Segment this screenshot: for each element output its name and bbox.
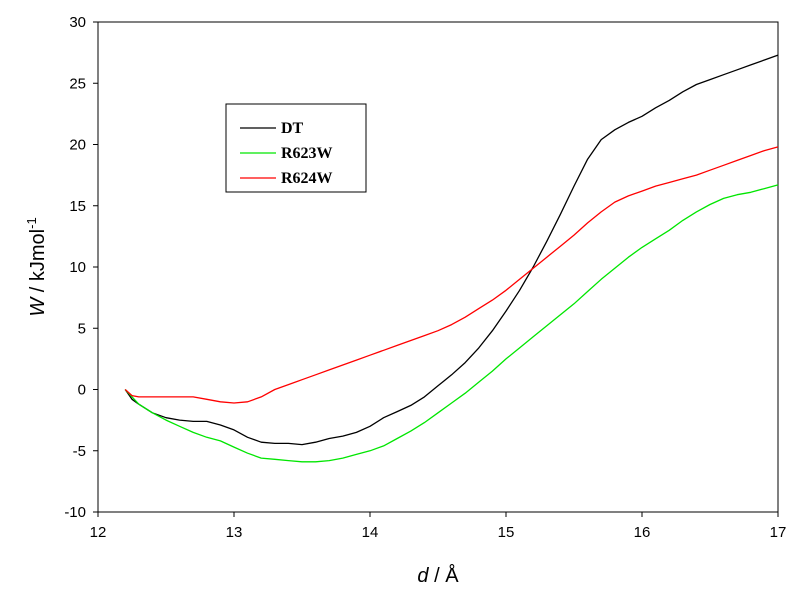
y-tick-label: 15 — [69, 198, 86, 215]
y-tick-label: -10 — [64, 504, 86, 521]
legend: DT R623W R624W — [226, 104, 366, 192]
y-tick-label: 5 — [78, 320, 86, 337]
y-tick-label: -5 — [73, 443, 86, 460]
x-axis-title: d / Å — [417, 564, 459, 587]
axis-ticks: 12 13 14 15 16 17 -10 -5 0 5 10 15 20 25 30 — [64, 14, 786, 541]
y-tick-label: 20 — [69, 137, 86, 154]
y-axis-unit: / kJmol — [27, 229, 49, 298]
y-tick-label: 25 — [69, 75, 86, 92]
x-tick-label: 16 — [634, 524, 651, 541]
legend-label-dt: DT — [281, 120, 304, 137]
x-tick-label: 15 — [498, 524, 515, 541]
y-tick-label: 10 — [69, 259, 86, 276]
x-tick-label: 13 — [226, 524, 243, 541]
y-axis-title: W / kJmol-1 — [24, 217, 49, 316]
y-axis-var: W — [27, 296, 49, 317]
series-lines — [125, 55, 778, 462]
x-tick-label: 12 — [90, 524, 107, 541]
legend-label-r623w: R623W — [281, 145, 333, 162]
series-line-r624w — [125, 147, 778, 403]
x-axis-unit: / Å — [429, 564, 460, 587]
x-tick-label: 17 — [770, 524, 787, 541]
y-axis-unit-exponent: -1 — [24, 217, 39, 229]
series-line-dt — [125, 55, 778, 445]
y-tick-label: 30 — [69, 14, 86, 31]
y-tick-label: 0 — [78, 382, 86, 399]
legend-label-r624w: R624W — [281, 170, 333, 187]
x-tick-label: 14 — [362, 524, 379, 541]
series-line-r623w — [125, 185, 778, 462]
